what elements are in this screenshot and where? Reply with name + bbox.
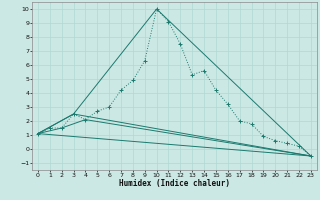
X-axis label: Humidex (Indice chaleur): Humidex (Indice chaleur) [119,179,230,188]
